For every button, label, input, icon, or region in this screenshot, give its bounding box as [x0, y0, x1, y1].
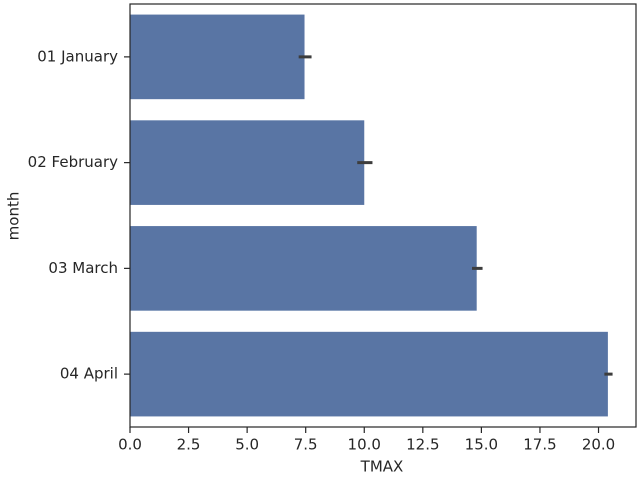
x-tick-label: 15.0 [465, 436, 498, 454]
x-tick-label: 17.5 [523, 436, 556, 454]
x-tick-label: 7.5 [294, 436, 318, 454]
bar [130, 14, 305, 100]
x-axis-label: TMAX [360, 458, 404, 476]
y-tick-label: 02 February [28, 153, 118, 171]
x-tick-label: 0.0 [118, 436, 142, 454]
bar [130, 120, 365, 205]
x-tick-label: 5.0 [235, 436, 259, 454]
x-tick-label: 10.0 [348, 436, 381, 454]
bar [130, 331, 608, 417]
plot-frame [129, 3, 637, 428]
y-axis-label: month [5, 192, 23, 241]
y-tick-label: 03 March [48, 259, 118, 277]
y-tick-label: 01 January [37, 47, 118, 65]
x-tick-label: 12.5 [406, 436, 439, 454]
bar [130, 226, 477, 311]
x-tick-label: 2.5 [177, 436, 201, 454]
y-tick-label: 04 April [60, 365, 118, 383]
x-tick-label: 20.0 [582, 436, 615, 454]
